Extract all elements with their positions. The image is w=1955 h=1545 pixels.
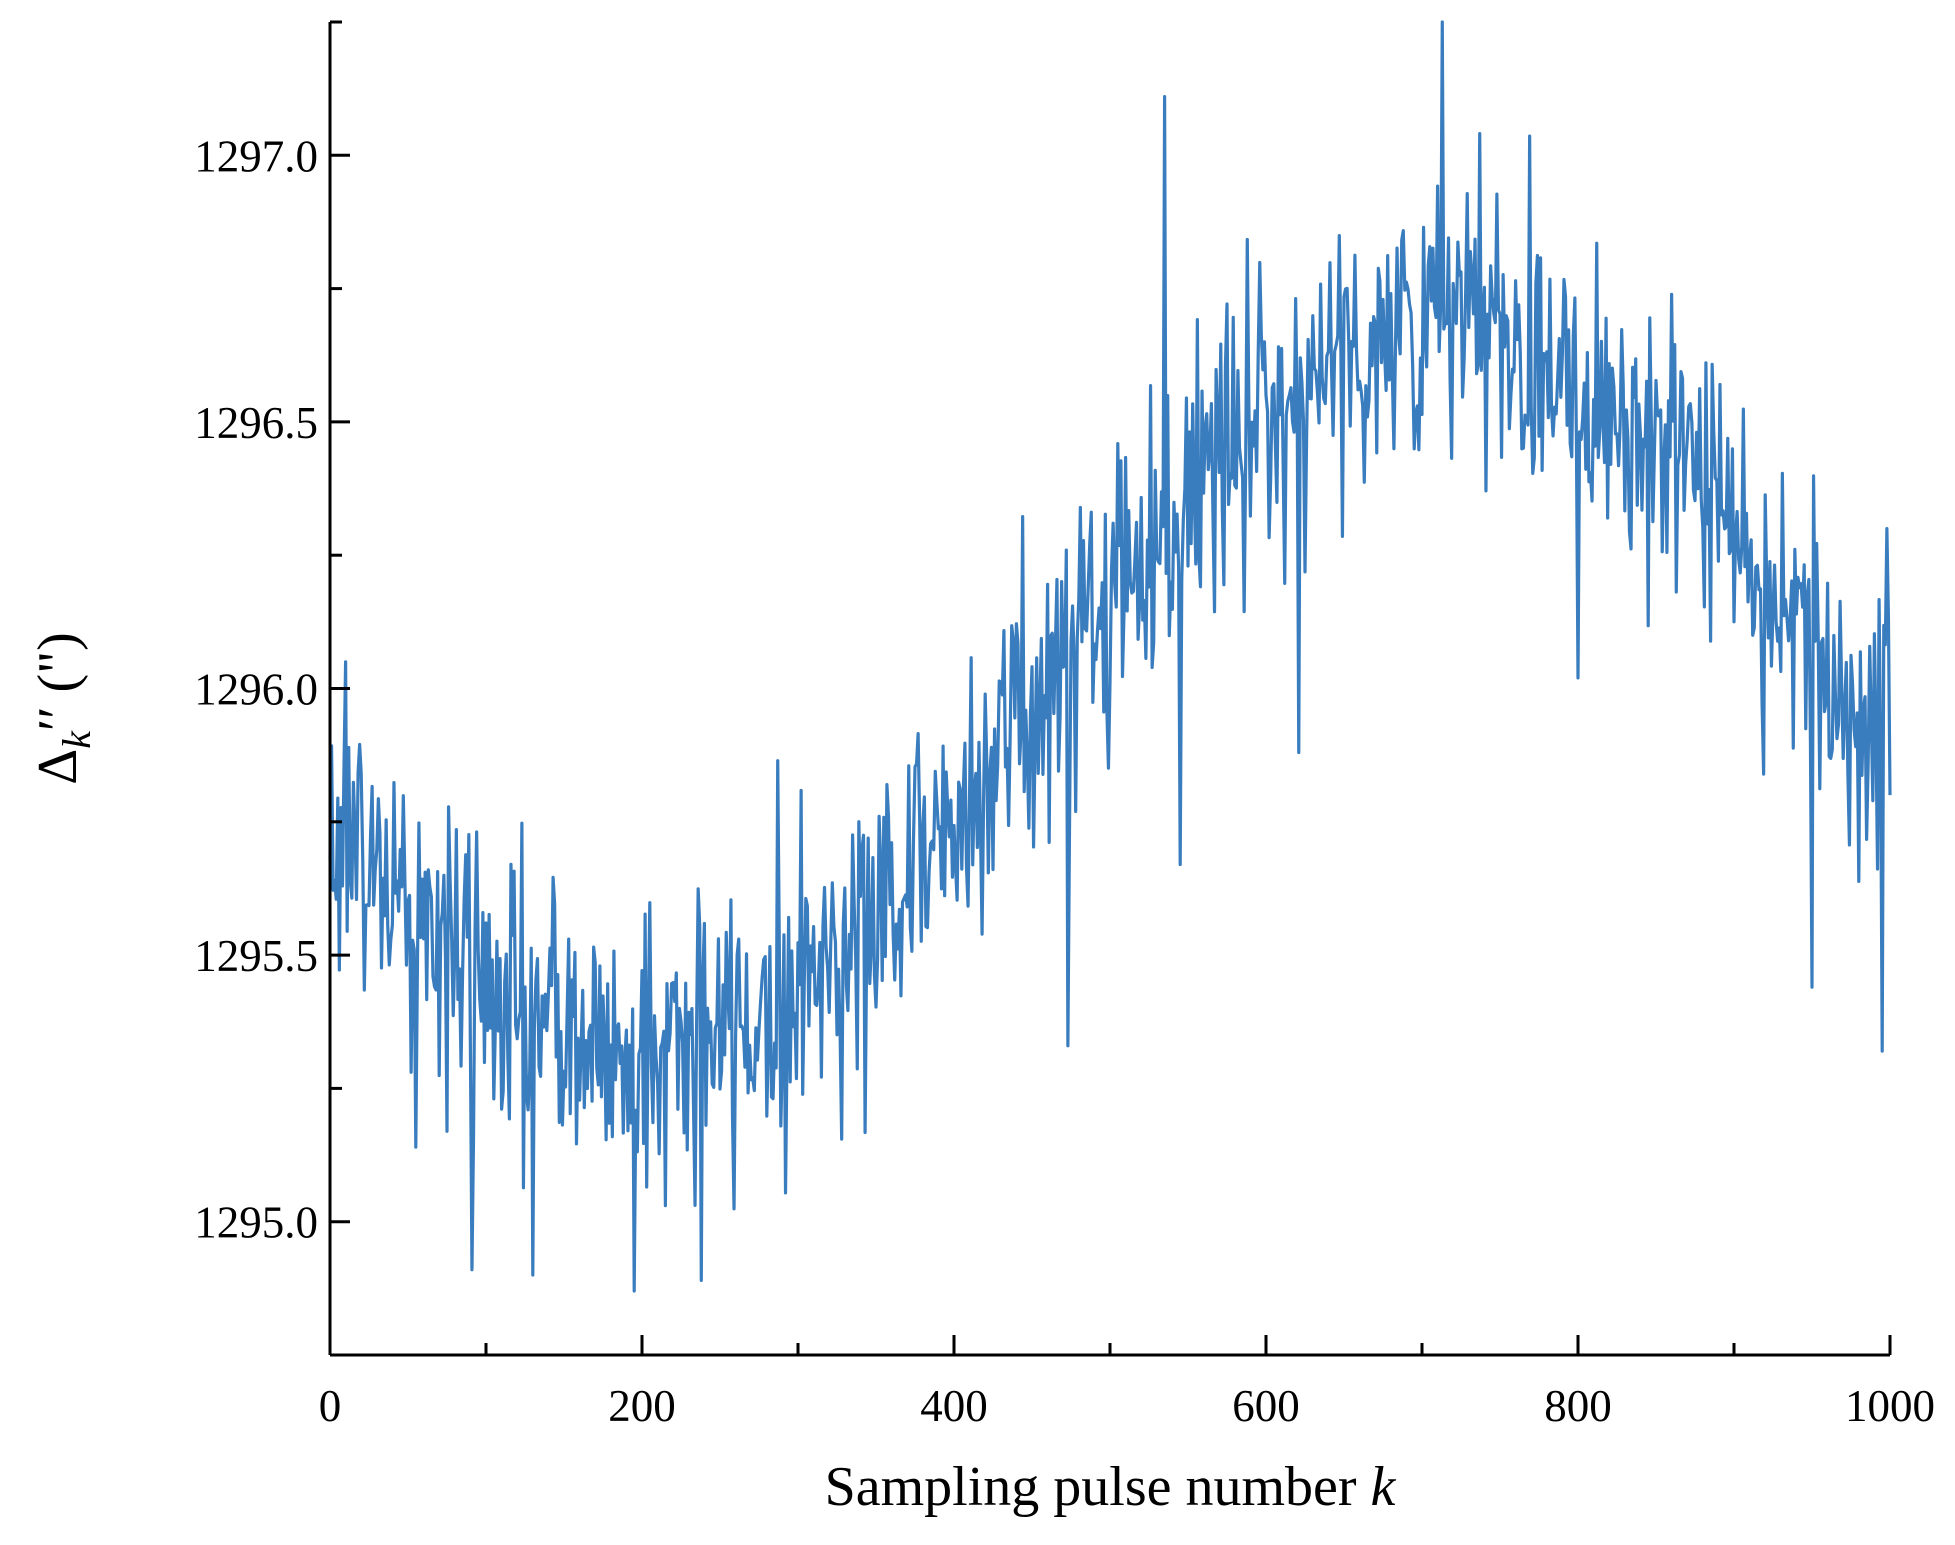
x-tick-label-0: 0 xyxy=(319,1381,342,1431)
y-tick-label-1296.0: 1296.0 xyxy=(194,665,318,715)
y-axis-title-symbol: Δ xyxy=(27,749,89,785)
x-tick-label-800: 800 xyxy=(1544,1381,1612,1431)
series-line-0 xyxy=(328,20,1892,1293)
x-tick-label-600: 600 xyxy=(1232,1381,1300,1431)
x-axis-title: Sampling pulse number k xyxy=(825,1456,1397,1518)
y-axis-title-prime: ′′ xyxy=(27,706,89,731)
x-tick-label-200: 200 xyxy=(608,1381,676,1431)
series-layer xyxy=(328,20,1892,1293)
ticks-layer: 0 200 400 600 800 1000 1295.0 1295.5 1296.0 1296.… xyxy=(194,20,1935,1431)
y-tick-label-1295.0: 1295.0 xyxy=(194,1198,318,1248)
x-tick-label-400: 400 xyxy=(920,1381,988,1431)
y-axis-title-unit: (") xyxy=(27,632,89,692)
x-axis-title-text: Sampling pulse number xyxy=(825,1456,1357,1518)
y-axis-title-subscript: k xyxy=(54,730,99,749)
y-tick-label-1295.5: 1295.5 xyxy=(194,931,318,981)
x-axis-title-variable: k xyxy=(1371,1456,1397,1518)
x-tick-label-1000: 1000 xyxy=(1845,1381,1935,1431)
y-axis-title: Δk′′ (") xyxy=(27,632,99,784)
y-tick-label-1296.5: 1296.5 xyxy=(194,398,318,448)
y-tick-label-1297.0: 1297.0 xyxy=(194,131,318,181)
